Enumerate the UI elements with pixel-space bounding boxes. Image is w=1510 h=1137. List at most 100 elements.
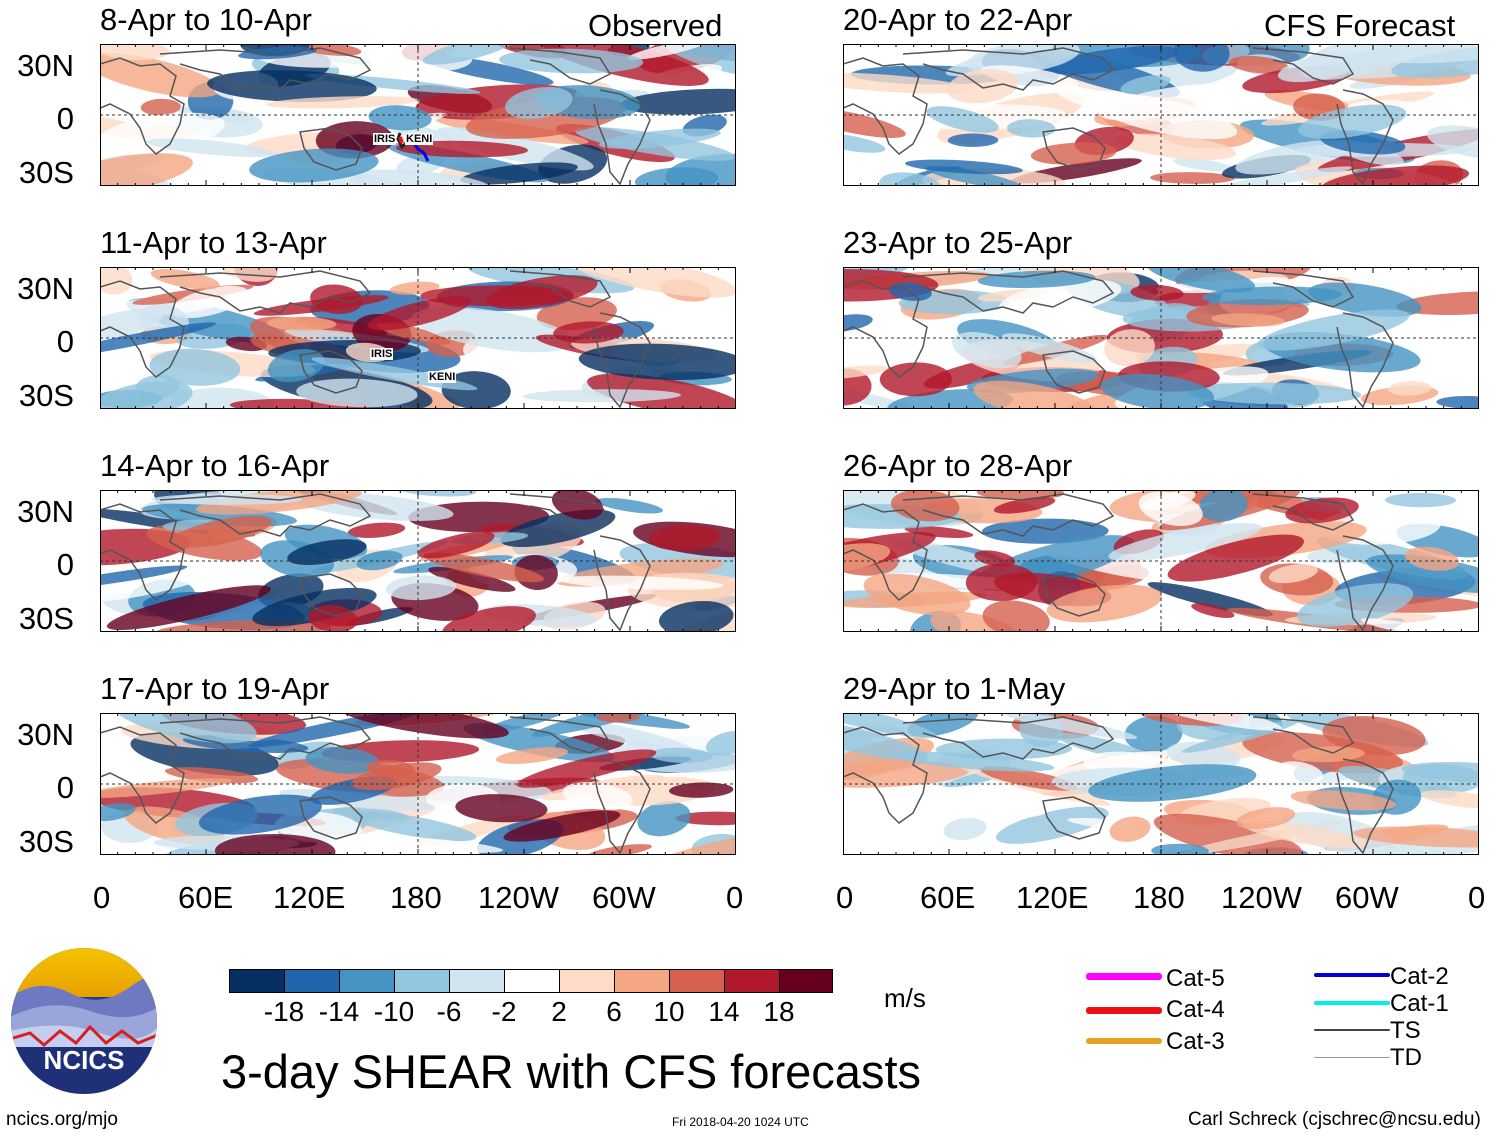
coastline [159, 716, 372, 760]
coastline [1042, 127, 1106, 171]
shear-contour [460, 162, 578, 185]
lat-tick-30n: 30N [17, 717, 74, 752]
coastline [1042, 573, 1106, 617]
shear-contour [669, 782, 734, 798]
shear-contour [498, 48, 644, 74]
colorbar-swatch [614, 969, 670, 993]
forecast-header: CFS Forecast [1264, 8, 1456, 43]
shear-contour [1360, 618, 1464, 632]
shear-contour [366, 759, 416, 778]
shear-contour [1320, 165, 1470, 186]
shear-contour [947, 69, 1019, 104]
coastline [1042, 796, 1106, 840]
shear-contour [947, 133, 999, 147]
shear-contour [1130, 284, 1184, 301]
shear-contour [149, 348, 241, 386]
legend-label-cat2: Cat-2 [1390, 963, 1449, 990]
lat-tick-30n: 30N [17, 271, 74, 306]
coastline [1336, 535, 1394, 632]
coastline [100, 503, 185, 601]
shear-contour [207, 70, 377, 103]
shear-contour [252, 587, 377, 627]
shear-contour [287, 539, 367, 565]
shear-contour [974, 550, 1016, 567]
shear-contour [516, 749, 657, 788]
colorbar-tick: -6 [436, 996, 462, 1027]
logo-text: NCICS [44, 1045, 125, 1075]
shear-contour [843, 368, 872, 406]
coastline [843, 57, 928, 155]
coastline [509, 270, 612, 308]
shear-contour [455, 794, 548, 823]
shear-contour [596, 497, 663, 514]
shear-contour [1291, 746, 1365, 763]
shear-contour [1396, 291, 1479, 316]
shear-contour [100, 153, 193, 186]
shear-contour [999, 279, 1122, 317]
map-panel [100, 490, 736, 632]
shear-contour [1001, 333, 1097, 363]
shear-contour [411, 306, 574, 353]
coastline [100, 726, 185, 824]
legend-line-ts [1314, 1029, 1390, 1031]
shear-contour [422, 44, 516, 65]
shear-contour [1235, 44, 1310, 64]
shear-contour [356, 550, 403, 571]
storm-label-keni: KENI [405, 133, 434, 145]
colorbar-tick: -10 [373, 996, 415, 1027]
map-panel [100, 44, 736, 186]
shear-contour [1199, 490, 1248, 522]
shear-contour [308, 604, 358, 632]
shear-contour [1404, 546, 1460, 571]
shear-contour [266, 316, 337, 331]
chart-title: 3-day SHEAR with CFS forecasts [221, 1045, 921, 1098]
shear-contour [100, 91, 130, 115]
lat-tick-0: 0 [56, 324, 74, 359]
shear-contour [1242, 820, 1369, 849]
shear-contour [843, 72, 970, 94]
shear-contour [1043, 46, 1180, 75]
shear-contour [973, 802, 1048, 819]
shear-contour [347, 522, 406, 538]
shear-contour [980, 766, 1078, 791]
lat-tick-30s: 30S [18, 824, 74, 859]
shear-contour [675, 811, 736, 826]
shear-contour [1201, 286, 1342, 306]
map-panel [100, 713, 736, 855]
shear-contour [1124, 715, 1183, 753]
colorbar-unit: m/s [884, 983, 926, 1013]
legend-label-td: TD [1390, 1044, 1422, 1071]
shear-contour [1166, 741, 1241, 770]
legend-label-cat4: Cat-4 [1166, 996, 1225, 1023]
coastline [1042, 350, 1106, 394]
lat-tick-30n: 30N [17, 494, 74, 529]
shear-contour [1167, 534, 1304, 582]
shear-contour [1030, 142, 1117, 165]
shear-contour [637, 801, 691, 837]
shear-contour [385, 575, 457, 601]
coastline [509, 493, 612, 531]
coastline [299, 350, 363, 394]
lat-tick-0: 0 [56, 547, 74, 582]
shear-contour [904, 525, 974, 539]
shear-contour [926, 106, 999, 133]
coastline [159, 47, 372, 91]
shear-contour [1187, 382, 1362, 405]
shear-contour [267, 349, 325, 383]
shear-contour [977, 270, 1096, 289]
shear-contour [198, 794, 322, 835]
coastline [509, 47, 612, 85]
shear-contour [296, 378, 418, 408]
panel-title-fc-1: 20-Apr to 22-Apr [843, 2, 1073, 37]
shear-contour [170, 285, 250, 319]
coastline [1252, 716, 1355, 754]
shear-contour [558, 575, 724, 590]
shear-contour [1298, 104, 1407, 139]
footer-timestamp: Fri 2018-04-20 1024 UTC [672, 1115, 809, 1129]
colorbar-swatch [724, 969, 780, 993]
legend-label-cat5: Cat-5 [1166, 965, 1225, 992]
shear-contour [522, 389, 681, 403]
shear-contour [423, 552, 545, 583]
shear-contour [1257, 309, 1410, 351]
shear-contour [574, 127, 736, 161]
